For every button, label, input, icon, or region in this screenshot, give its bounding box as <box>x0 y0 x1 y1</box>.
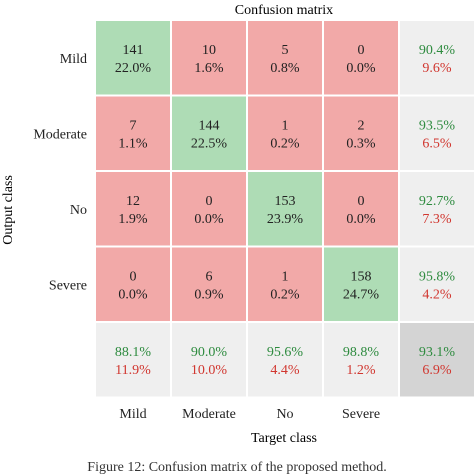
cell-percent: 22.5% <box>191 136 228 151</box>
cell-count: 5 <box>282 43 289 58</box>
column-summary-cell <box>94 321 172 399</box>
row-summary-error: 7.3% <box>422 212 452 227</box>
correct-cell <box>94 19 172 97</box>
cell-percent: 24.7% <box>343 287 380 302</box>
cell-percent: 0.8% <box>270 61 300 76</box>
column-summary-error: 10.0% <box>191 363 228 378</box>
column-tick-label: Moderate <box>182 407 236 422</box>
cell-percent: 22.0% <box>115 61 152 76</box>
cell-percent: 1.9% <box>118 212 148 227</box>
cell-count: 1 <box>282 269 289 284</box>
error-cell <box>94 94 172 172</box>
column-summary-correct: 98.8% <box>343 345 380 360</box>
column-summary-error: 4.4% <box>270 363 300 378</box>
column-summary-cell <box>246 321 324 399</box>
cell-percent: 0.3% <box>346 136 376 151</box>
row-tick-label: No <box>70 203 87 218</box>
error-cell <box>94 245 172 323</box>
cell-count: 10 <box>202 43 216 58</box>
column-tick-label: No <box>276 407 293 422</box>
cell-percent: 0.9% <box>194 287 224 302</box>
row-summary-correct: 93.5% <box>419 118 456 133</box>
cell-count: 144 <box>199 118 220 133</box>
cell-count: 12 <box>126 194 140 209</box>
error-cell <box>170 170 248 248</box>
correct-cell <box>322 245 400 323</box>
column-summary-cell <box>170 321 248 399</box>
cell-percent: 0.2% <box>270 287 300 302</box>
row-summary-correct: 92.7% <box>419 194 456 209</box>
error-cell <box>170 245 248 323</box>
column-summary-correct: 95.6% <box>267 345 304 360</box>
column-summary-correct: 90.0% <box>191 345 228 360</box>
cell-count: 1 <box>282 118 289 133</box>
cell-percent: 1.1% <box>118 136 148 151</box>
column-tick-label: Severe <box>342 407 380 422</box>
error-cell <box>246 19 324 97</box>
row-tick-labels: Mild Moderate No Severe <box>33 52 87 294</box>
column-tick-label: Mild <box>119 407 146 422</box>
cell-percent: 23.9% <box>267 212 304 227</box>
cell-percent: 0.0% <box>346 61 376 76</box>
row-summary-cell <box>398 19 474 97</box>
x-axis-label: Target class <box>251 431 317 446</box>
cell-count: 158 <box>351 269 372 284</box>
cell-count: 141 <box>123 43 144 58</box>
error-cell <box>322 94 400 172</box>
cell-count: 2 <box>358 118 365 133</box>
overall-correct: 93.1% <box>419 345 456 360</box>
column-summary-correct: 88.1% <box>115 345 152 360</box>
cell-count: 0 <box>130 269 137 284</box>
chart-title: Confusion matrix <box>235 3 333 18</box>
overall-error: 6.9% <box>422 363 452 378</box>
row-tick-label: Severe <box>49 278 87 293</box>
cell-percent: 1.6% <box>194 61 224 76</box>
row-summary-error: 9.6% <box>422 61 452 76</box>
cell-count: 0 <box>358 194 365 209</box>
row-tick-label: Moderate <box>33 127 87 142</box>
error-cell <box>322 170 400 248</box>
row-summary-cell <box>398 245 474 323</box>
cell-count: 0 <box>206 194 213 209</box>
error-cell <box>246 94 324 172</box>
cell-count: 0 <box>358 43 365 58</box>
row-summary-cell <box>398 170 474 248</box>
figure-caption: Figure 12: Confusion matrix of the propo… <box>87 460 387 475</box>
cell-percent: 0.2% <box>270 136 300 151</box>
cell-count: 153 <box>275 194 296 209</box>
cell-count: 7 <box>130 118 137 133</box>
column-summary-error: 11.9% <box>115 363 151 378</box>
row-summary-error: 6.5% <box>422 136 452 151</box>
overall-accuracy-cell <box>398 321 474 399</box>
error-cell <box>246 245 324 323</box>
cell-percent: 0.0% <box>118 287 148 302</box>
column-tick-labels: Mild Moderate No Severe <box>119 407 380 422</box>
row-summary-error: 4.2% <box>422 287 452 302</box>
error-cell <box>94 170 172 248</box>
matrix-grid: 14122.0%101.6%50.8%00.0%90.4%9.6%71.1%14… <box>94 19 474 399</box>
column-summary-cell <box>322 321 400 399</box>
correct-cell <box>246 170 324 248</box>
error-cell <box>170 19 248 97</box>
row-summary-correct: 90.4% <box>419 43 456 58</box>
cell-count: 6 <box>206 269 213 284</box>
cell-percent: 0.0% <box>194 212 224 227</box>
error-cell <box>322 19 400 97</box>
row-summary-cell <box>398 94 474 172</box>
correct-cell <box>170 94 248 172</box>
row-summary-correct: 95.8% <box>419 269 456 284</box>
row-tick-label: Mild <box>60 52 87 67</box>
column-summary-error: 1.2% <box>346 363 376 378</box>
y-axis-label: Output class <box>1 175 16 245</box>
cell-percent: 0.0% <box>346 212 376 227</box>
